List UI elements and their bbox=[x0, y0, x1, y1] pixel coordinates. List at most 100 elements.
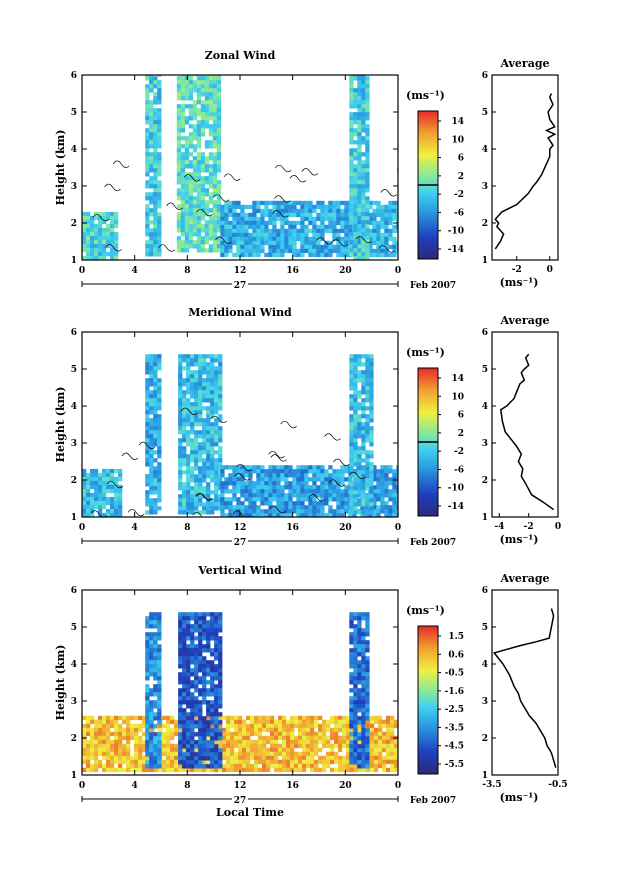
heatmap-cell bbox=[260, 489, 265, 494]
heatmap-cell bbox=[349, 168, 354, 173]
heatmap-cell bbox=[202, 446, 207, 451]
heatmap-cell bbox=[282, 755, 287, 761]
heatmap-cell bbox=[86, 767, 91, 773]
heatmap-cell bbox=[145, 732, 150, 737]
heatmap-cell bbox=[365, 640, 370, 645]
heatmap-cell bbox=[218, 438, 223, 443]
heatmap-cell bbox=[392, 216, 397, 222]
heatmap-cell bbox=[102, 247, 107, 253]
heatmap-cell bbox=[214, 708, 219, 713]
heatmap-cell bbox=[206, 640, 211, 645]
heatmap-cell bbox=[286, 751, 291, 757]
heatmap-cell bbox=[174, 767, 179, 773]
heatmap-cell bbox=[130, 731, 135, 737]
heatmap-cell bbox=[361, 208, 366, 213]
heatmap-cell bbox=[308, 228, 313, 234]
heatmap-cell bbox=[145, 624, 150, 629]
heatmap-cell bbox=[166, 751, 171, 757]
heatmap-cell bbox=[118, 484, 123, 490]
heatmap-cell bbox=[114, 747, 119, 753]
heatmap-cell bbox=[200, 196, 206, 201]
heatmap-cell bbox=[286, 731, 291, 737]
heatmap-cell bbox=[380, 204, 385, 210]
heatmap-cell bbox=[157, 474, 162, 479]
heatmap-cell bbox=[190, 486, 195, 491]
heatmap-cell bbox=[194, 378, 199, 383]
heatmap-cell bbox=[365, 140, 370, 145]
heatmap-cell bbox=[302, 755, 307, 761]
heatmap-cell bbox=[372, 220, 377, 226]
heatmap-cell bbox=[232, 216, 237, 222]
heatmap-cell bbox=[332, 481, 337, 486]
heatmap-cell bbox=[296, 469, 301, 474]
colorbar-unit-label: (ms⁻¹) bbox=[406, 346, 445, 359]
heatmap-cell bbox=[182, 490, 187, 495]
heatmap-cell bbox=[365, 438, 370, 443]
heatmap-cell bbox=[349, 418, 354, 423]
heatmap-cell bbox=[353, 482, 358, 487]
heatmap-cell bbox=[202, 748, 207, 753]
heatmap-cell bbox=[258, 739, 263, 745]
heatmap-cell bbox=[361, 692, 366, 697]
heatmap-cell bbox=[170, 747, 175, 753]
heatmap-cell bbox=[94, 735, 99, 741]
heatmap-cell bbox=[369, 478, 374, 483]
profile-y-tick-label: 5 bbox=[482, 365, 488, 375]
heatmap-cell bbox=[196, 172, 202, 177]
heatmap-cell bbox=[386, 731, 391, 737]
heatmap-cell bbox=[226, 723, 231, 729]
heatmap-cell bbox=[216, 208, 222, 213]
heatmap-cell bbox=[157, 446, 162, 451]
heatmap-cell bbox=[284, 212, 289, 218]
heatmap-cell bbox=[280, 244, 285, 250]
heatmap-cell bbox=[98, 484, 103, 490]
heatmap-cell bbox=[369, 470, 374, 475]
heatmap-cell bbox=[157, 140, 162, 145]
heatmap-cell bbox=[336, 489, 341, 494]
heatmap-cell bbox=[312, 509, 317, 514]
heatmap-cell bbox=[82, 211, 87, 217]
heatmap-cell bbox=[353, 228, 358, 233]
heatmap-cell bbox=[82, 468, 87, 474]
heatmap-cell bbox=[304, 208, 309, 214]
heatmap-cell bbox=[98, 719, 103, 725]
heatmap-cell bbox=[138, 723, 143, 729]
heatmap-cell bbox=[344, 469, 349, 474]
heatmap-cell bbox=[178, 378, 183, 383]
heatmap-cell bbox=[149, 398, 154, 403]
heatmap-cell bbox=[200, 88, 206, 93]
y-tick-label: 5 bbox=[71, 365, 77, 375]
heatmap-cell bbox=[153, 128, 158, 133]
heatmap-cell bbox=[288, 232, 293, 238]
heatmap-cell bbox=[308, 220, 313, 226]
heatmap-cell bbox=[170, 743, 175, 749]
heatmap-cell bbox=[212, 216, 218, 221]
heatmap-cell bbox=[288, 493, 293, 498]
heatmap-cell bbox=[182, 414, 187, 419]
heatmap-cell bbox=[376, 204, 381, 210]
heatmap-cell bbox=[180, 240, 186, 245]
heatmap-cell bbox=[365, 482, 370, 487]
heatmap-cell bbox=[208, 140, 214, 145]
heatmap-cell bbox=[262, 723, 267, 729]
heatmap-cell bbox=[178, 498, 183, 503]
heatmap-cell bbox=[176, 148, 182, 153]
heatmap-cell bbox=[82, 476, 87, 482]
heatmap-cell bbox=[252, 224, 257, 230]
heatmap-cell bbox=[300, 473, 305, 478]
heatmap-cell bbox=[324, 477, 329, 482]
heatmap-cell bbox=[190, 740, 195, 745]
heatmap-cell bbox=[174, 727, 179, 733]
heatmap-cell bbox=[340, 224, 345, 230]
heatmap-cell bbox=[153, 124, 158, 129]
heatmap-cell bbox=[184, 216, 190, 221]
heatmap-cell bbox=[349, 442, 354, 447]
heatmap-cell bbox=[349, 240, 354, 245]
heatmap-cell bbox=[198, 640, 203, 645]
heatmap-cell bbox=[264, 477, 269, 482]
contour-line bbox=[138, 441, 156, 450]
heatmap-cell bbox=[300, 509, 305, 514]
heatmap-cell bbox=[357, 470, 362, 475]
heatmap-cell bbox=[212, 124, 218, 129]
heatmap-cell bbox=[118, 476, 123, 482]
